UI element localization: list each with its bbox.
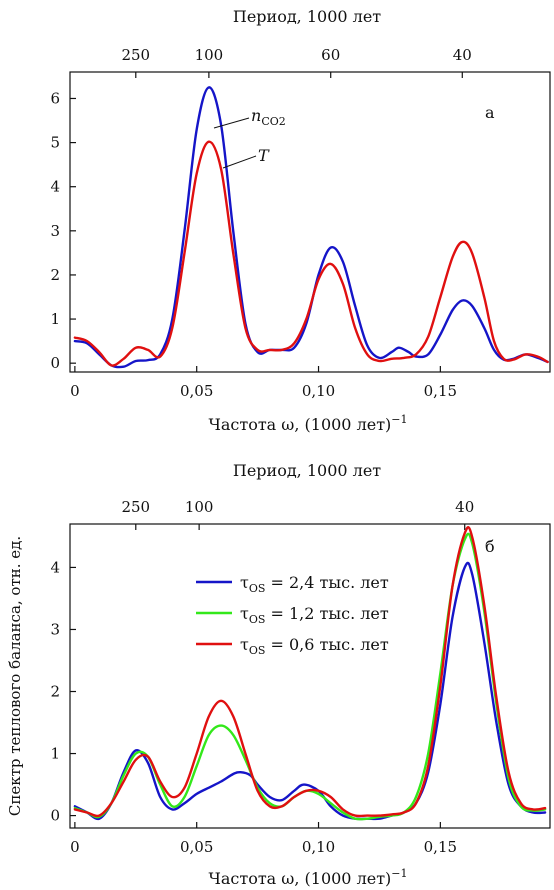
top-tick-label: 250 <box>121 46 150 64</box>
series-line-a-0 <box>73 86 549 369</box>
x-axis-title-a: Частота ω, (1000 лет)−1 <box>208 413 407 434</box>
x-tick-label: 0 <box>70 838 80 856</box>
panel-label-b: б <box>485 537 495 556</box>
panel-label-a: а <box>485 103 495 122</box>
x-axis-b: 0 0,05 0,10 0,15 <box>70 822 457 856</box>
top-tick-label: 40 <box>453 46 472 64</box>
panel-b: Период, 1000 лет 0 1 2 3 4 0 0,05 0,10 0,15 250… <box>6 461 551 888</box>
x-axis-a: 0 0,05 0,10 0,15 <box>70 366 457 400</box>
annotation-nco2: nCO2 <box>251 106 286 128</box>
y-tick-label: 0 <box>50 354 60 372</box>
top-tick-label: 40 <box>455 498 474 516</box>
y-axis-a: 0 1 2 3 4 5 6 <box>50 89 76 372</box>
y-tick-label: 3 <box>50 222 60 240</box>
annotation-leader-t <box>222 155 257 169</box>
y-tick-label: 3 <box>50 620 60 638</box>
y-tick-label: 4 <box>50 558 60 576</box>
x-tick-label: 0,15 <box>424 838 457 856</box>
top-tick-label: 250 <box>121 498 150 516</box>
top-axis-title-a: Период, 1000 лет <box>233 7 381 26</box>
top-axis-a: 250 100 60 40 <box>121 46 472 78</box>
y-tick-label: 1 <box>50 310 60 328</box>
legend-label-green: τOS = 1,2 тыс. лет <box>240 604 389 626</box>
top-tick-label: 60 <box>321 46 340 64</box>
annotation-leader-nco2 <box>213 117 250 129</box>
y-tick-label: 2 <box>50 683 60 701</box>
y-axis-title-b: Спектр теплового баланса, отн. ед. <box>6 536 24 816</box>
y-tick-label: 2 <box>50 266 60 284</box>
series-line-b-0 <box>73 561 547 821</box>
x-axis-title-b: Частота ω, (1000 лет)−1 <box>208 867 407 888</box>
series-line-a-1 <box>73 140 549 367</box>
y-tick-label: 0 <box>50 807 60 825</box>
y-tick-label: 1 <box>50 745 60 763</box>
top-axis-b: 250 100 40 <box>121 498 474 530</box>
legend-label-red: τOS = 0,6 тыс. лет <box>240 635 389 657</box>
annotation-t: T <box>258 146 270 165</box>
plot-frame-b <box>69 523 551 829</box>
y-tick-label: 4 <box>50 178 60 196</box>
top-tick-label: 100 <box>185 498 214 516</box>
x-tick-label: 0,10 <box>302 382 335 400</box>
series-line-b-2 <box>73 526 547 818</box>
y-tick-label: 5 <box>50 134 60 152</box>
x-tick-label: 0,05 <box>180 382 213 400</box>
top-axis-title-b: Период, 1000 лет <box>233 461 381 480</box>
legend-label-blue: τOS = 2,4 тыс. лет <box>240 573 389 595</box>
legend-b: τOS = 2,4 тыс. лет τOS = 1,2 тыс. лет τO… <box>196 573 389 657</box>
x-tick-label: 0,10 <box>302 838 335 856</box>
series-group-b <box>73 526 547 821</box>
x-tick-label: 0 <box>70 382 80 400</box>
y-axis-b: 0 1 2 3 4 <box>50 558 76 825</box>
top-tick-label: 100 <box>195 46 224 64</box>
x-tick-label: 0,05 <box>180 838 213 856</box>
x-tick-label: 0,15 <box>424 382 457 400</box>
panel-a: Период, 1000 лет 0 1 2 3 4 5 6 0 0,05 0,10 0,15 2… <box>50 7 551 434</box>
plot-frame-a <box>69 71 551 373</box>
series-group-a <box>73 86 549 369</box>
y-tick-label: 6 <box>50 89 60 107</box>
